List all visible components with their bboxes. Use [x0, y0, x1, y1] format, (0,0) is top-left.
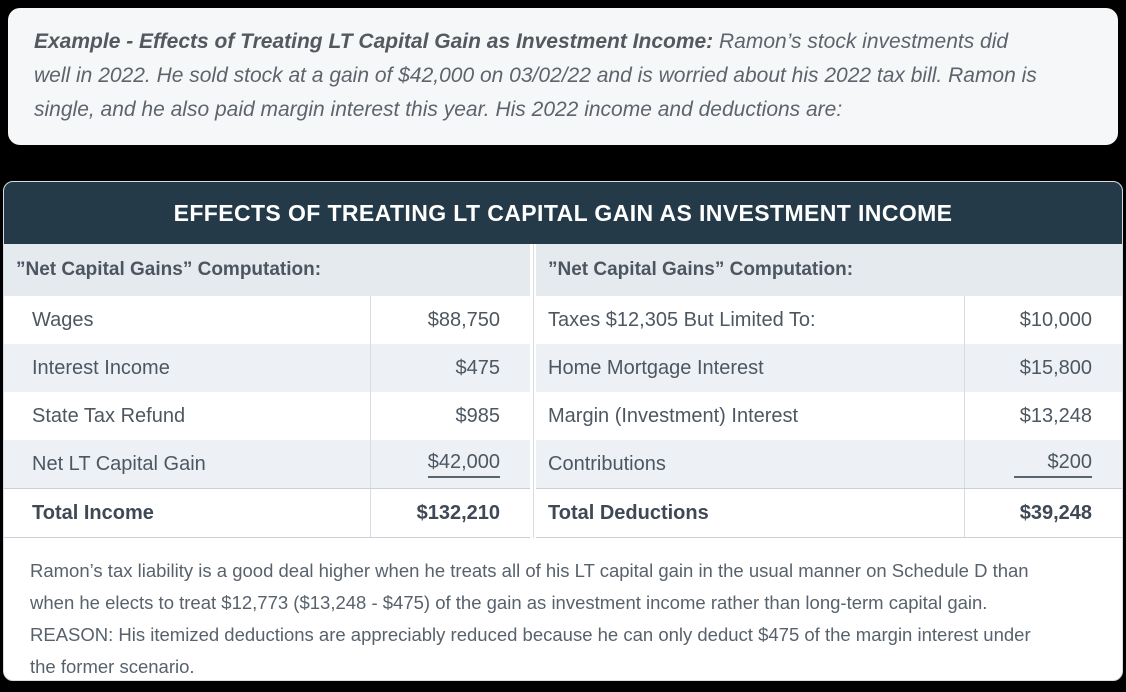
- table-row: Interest Income $475: [4, 344, 530, 392]
- row-label: Interest Income: [32, 356, 170, 379]
- table-row: Wages $88,750: [4, 296, 530, 344]
- row-label: Home Mortgage Interest: [548, 356, 764, 379]
- deductions-table-header: ”Net Capital Gains” Computation:: [536, 244, 1122, 296]
- example-body-text: Ramon’s stock investments did well in 20…: [34, 30, 1037, 121]
- row-label: Contributions: [548, 452, 666, 475]
- underlined-amount: $42,000: [427, 451, 500, 478]
- table-row: Home Mortgage Interest $15,800: [536, 344, 1122, 392]
- row-label: Total Income: [32, 501, 154, 524]
- income-table-header: ”Net Capital Gains” Computation:: [4, 244, 530, 296]
- gutter-divider: [532, 244, 534, 538]
- row-label: Taxes $12,305 But Limited To:: [548, 308, 816, 331]
- table-title: EFFECTS OF TREATING LT CAPITAL GAIN AS I…: [4, 182, 1122, 244]
- income-table-header-label: ”Net Capital Gains” Computation:: [16, 259, 322, 280]
- deductions-table: ”Net Capital Gains” Computation: Taxes $…: [536, 244, 1122, 538]
- row-value: $13,248: [964, 392, 1122, 440]
- table-gutter: [530, 244, 536, 538]
- row-value: $42,000: [370, 440, 530, 488]
- row-value: $88,750: [370, 296, 530, 344]
- row-label: Total Deductions: [548, 501, 709, 524]
- example-paragraph: Example - Effects of Treating LT Capital…: [34, 25, 1044, 127]
- explanation-section: Ramon’s tax liability is a good deal hig…: [4, 538, 1122, 680]
- row-label: State Tax Refund: [32, 404, 186, 427]
- underlined-amount: $200: [1013, 451, 1092, 478]
- table-row: Margin (Investment) Interest $13,248: [536, 392, 1122, 440]
- table-total-row: Total Deductions $39,248: [536, 488, 1122, 538]
- row-label: Net LT Capital Gain: [32, 452, 206, 475]
- row-value: $15,800: [964, 344, 1122, 392]
- income-table: ”Net Capital Gains” Computation: Wages $…: [4, 244, 530, 538]
- example-callout: Example - Effects of Treating LT Capital…: [8, 8, 1118, 145]
- row-label: Wages: [32, 308, 94, 331]
- row-value: $132,210: [370, 489, 530, 537]
- table-row: Net LT Capital Gain $42,000: [4, 440, 530, 488]
- explanation-text: Ramon’s tax liability is a good deal hig…: [30, 560, 1031, 677]
- row-value: $10,000: [964, 296, 1122, 344]
- table-total-row: Total Income $132,210: [4, 488, 530, 538]
- tables-container: ”Net Capital Gains” Computation: Wages $…: [4, 244, 1122, 538]
- example-lead-text: Example - Effects of Treating LT Capital…: [34, 30, 714, 53]
- effects-table-card: EFFECTS OF TREATING LT CAPITAL GAIN AS I…: [3, 181, 1123, 681]
- row-value: $200: [964, 440, 1122, 488]
- table-row: Contributions $200: [536, 440, 1122, 488]
- row-label: Margin (Investment) Interest: [548, 404, 799, 427]
- table-row: State Tax Refund $985: [4, 392, 530, 440]
- table-row: Taxes $12,305 But Limited To: $10,000: [536, 296, 1122, 344]
- deductions-table-header-label: ”Net Capital Gains” Computation:: [548, 259, 854, 280]
- row-value: $39,248: [964, 489, 1122, 537]
- row-value: $985: [370, 392, 530, 440]
- row-value: $475: [370, 344, 530, 392]
